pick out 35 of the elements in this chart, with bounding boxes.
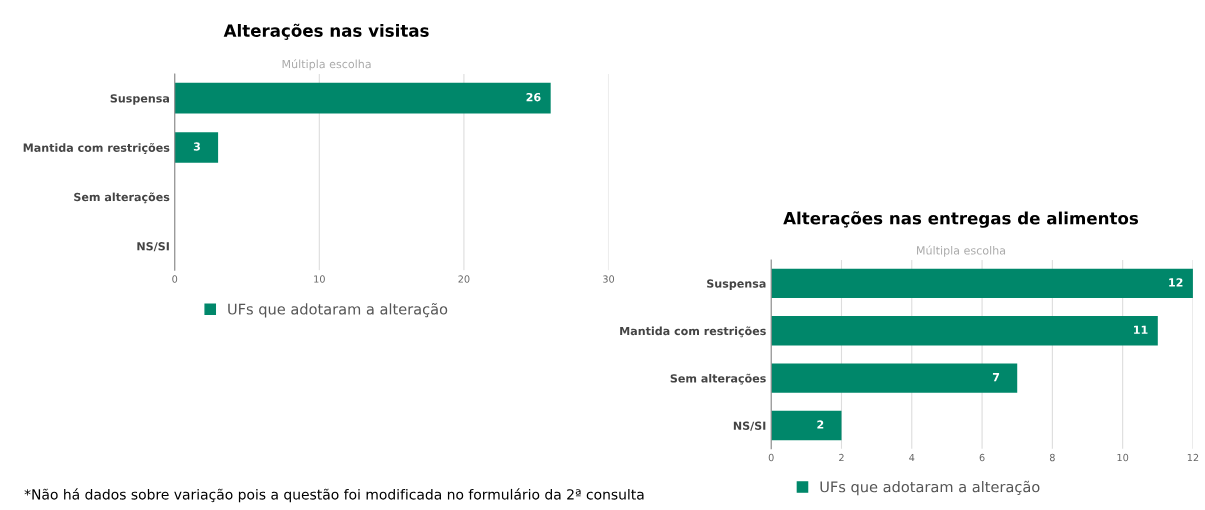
y-tick-label: NS/SI	[137, 242, 169, 252]
x-tick-label: 10	[314, 275, 325, 283]
data-label: 26	[526, 92, 541, 102]
x-tick-label: 30	[603, 275, 615, 283]
x-tick-label: 6	[979, 453, 985, 462]
x-tick-label: 2	[839, 453, 844, 462]
y-tick-label: Mantida com restrições	[23, 143, 170, 154]
y-tick-label: Sem alterações	[74, 192, 170, 204]
chart-title: Alterações nas visitas	[223, 23, 429, 40]
bar	[771, 316, 1158, 346]
y-tick-label: Suspensa	[110, 94, 169, 105]
legend-label: UFs que adotaram a alteração	[820, 480, 1040, 496]
bar	[771, 363, 1018, 393]
x-tick-label: 12	[1187, 453, 1199, 462]
x-tick-label: 8	[1049, 453, 1055, 462]
chart-title: Alterações nas entregas de alimentos	[783, 211, 1139, 228]
bar	[771, 268, 1193, 299]
y-tick-label: Mantida com restrições	[620, 326, 766, 338]
legend-label: UFs que adotaram a alteração	[228, 303, 448, 318]
data-label: 3	[193, 142, 200, 151]
data-label: 11	[1134, 325, 1148, 334]
y-tick-label: Suspensa	[707, 279, 766, 290]
x-tick-label: 4	[909, 453, 915, 462]
bar	[771, 410, 842, 441]
text: *Não há dados sobre variação pois a questão foi modificada no formulário da 2ª consulta	[24, 488, 644, 503]
y-tick-label: Sem alterações	[670, 373, 766, 385]
data-label: 2	[817, 420, 824, 429]
x-tick-label: 0	[172, 275, 178, 283]
y-tick-label: NS/SI	[733, 421, 766, 431]
data-label: 7	[992, 373, 1000, 382]
x-tick-label: 20	[458, 275, 470, 283]
chart-subtitle: Múltipla escolha	[917, 245, 1006, 257]
x-tick-label: 10	[1117, 453, 1129, 462]
x-tick-label: 0	[768, 453, 774, 462]
chart-subtitle: Múltipla escolha	[282, 59, 371, 71]
